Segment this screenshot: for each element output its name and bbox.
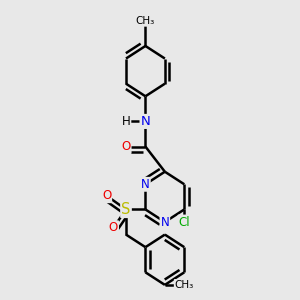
Text: O: O <box>102 189 111 202</box>
Text: H: H <box>122 115 130 128</box>
Text: O: O <box>122 140 130 153</box>
Text: O: O <box>109 221 118 234</box>
Text: S: S <box>121 202 131 217</box>
Text: N: N <box>141 115 150 128</box>
Text: CH₃: CH₃ <box>136 16 155 26</box>
Text: N: N <box>160 215 169 229</box>
Text: CH₃: CH₃ <box>175 280 194 290</box>
Text: N: N <box>141 178 150 191</box>
Text: Cl: Cl <box>178 215 190 229</box>
